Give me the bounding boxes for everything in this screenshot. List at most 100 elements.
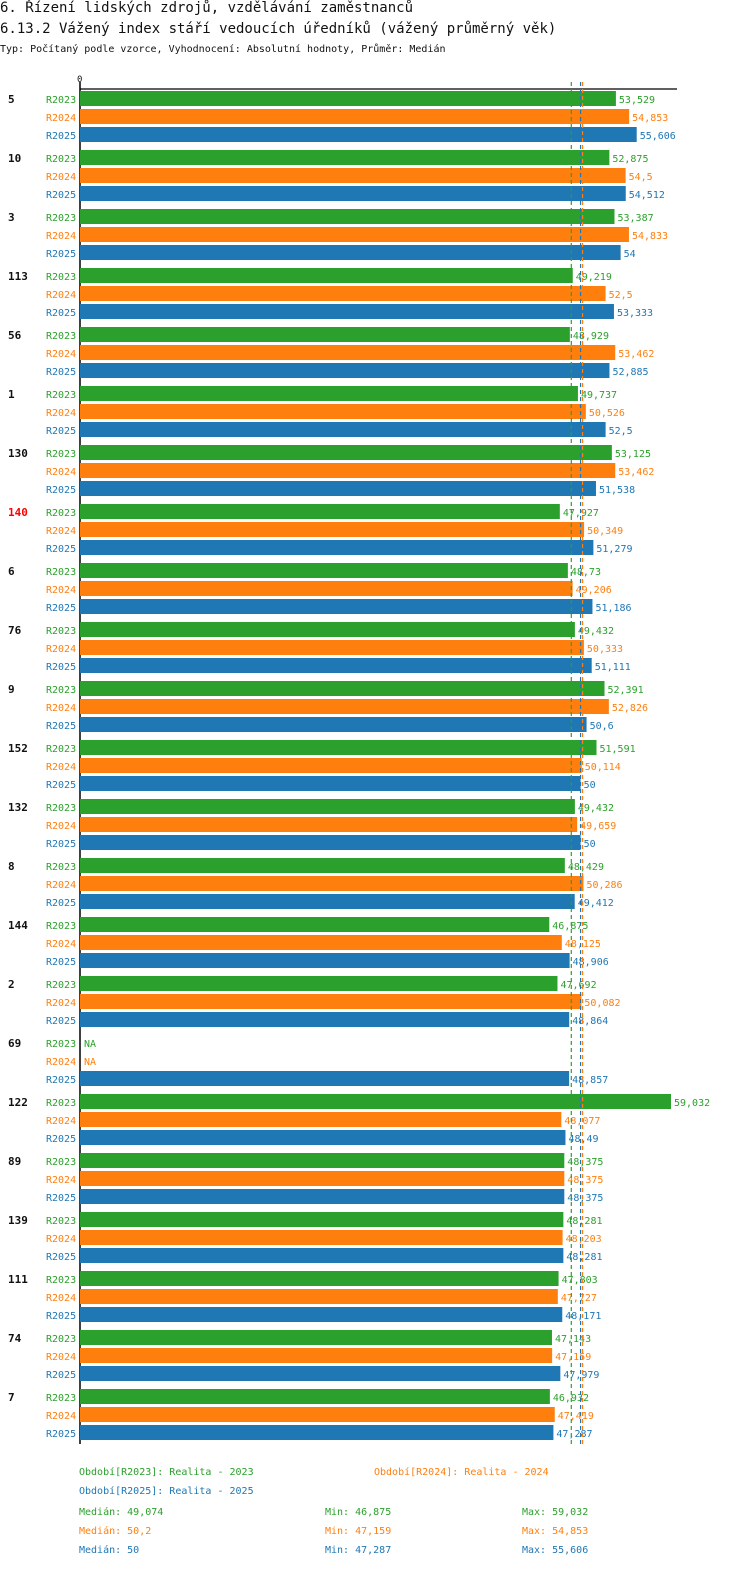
bar-r2023 xyxy=(80,622,575,637)
stat-max: Max: 59,032 xyxy=(522,1507,588,1518)
series-label-r2023: R2023 xyxy=(46,1039,76,1050)
value-label: 50,286 xyxy=(586,880,622,891)
series-label-r2024: R2024 xyxy=(46,703,76,714)
bar-r2023 xyxy=(80,268,573,283)
series-label-r2024: R2024 xyxy=(46,408,76,419)
bar-r2023 xyxy=(80,445,612,460)
value-label: 52,875 xyxy=(612,154,648,165)
bar-r2024 xyxy=(80,758,582,773)
category-label: 144 xyxy=(8,919,28,932)
series-label-r2024: R2024 xyxy=(46,349,76,360)
bar-r2023 xyxy=(80,386,578,401)
value-label: 48,281 xyxy=(566,1252,602,1263)
series-label-r2025: R2025 xyxy=(46,249,76,260)
series-label-r2024: R2024 xyxy=(46,998,76,1009)
series-label-r2025: R2025 xyxy=(46,957,76,968)
series-label-r2023: R2023 xyxy=(46,1334,76,1345)
series-label-r2024: R2024 xyxy=(46,1411,76,1422)
value-label: NA xyxy=(84,1057,96,1068)
bar-r2023 xyxy=(80,858,565,873)
value-label: 51,111 xyxy=(595,662,631,673)
value-label: 50,082 xyxy=(584,998,620,1009)
value-label: 48,857 xyxy=(572,1075,608,1086)
bar-r2024 xyxy=(80,345,616,360)
value-label: 49,432 xyxy=(578,803,614,814)
value-label: 50,333 xyxy=(587,644,623,655)
category-label: 8 xyxy=(8,860,15,873)
category-label: 132 xyxy=(8,801,28,814)
category-label: 56 xyxy=(8,329,22,342)
series-label-r2023: R2023 xyxy=(46,685,76,696)
series-label-r2024: R2024 xyxy=(46,1116,76,1127)
stat-min: Min: 47,159 xyxy=(325,1526,391,1537)
bar-r2024 xyxy=(80,1407,555,1422)
value-label: 52,885 xyxy=(612,367,648,378)
bar-r2024 xyxy=(80,699,609,714)
value-label: NA xyxy=(84,1039,96,1050)
series-label-r2024: R2024 xyxy=(46,113,76,124)
chart-title: 6.13.2 Vážený index stáří vedoucích úřed… xyxy=(0,21,557,37)
bar-r2025 xyxy=(80,1071,570,1086)
value-label: 53,125 xyxy=(615,449,651,460)
bar-r2024 xyxy=(80,168,626,183)
bar-r2025 xyxy=(80,1425,554,1440)
stat-max: Max: 54,853 xyxy=(522,1526,588,1537)
series-label-r2023: R2023 xyxy=(46,744,76,755)
category-label: 113 xyxy=(8,270,28,283)
stat-min: Min: 47,287 xyxy=(325,1545,391,1556)
legend-r2024: Období[R2024]: Realita - 2024 xyxy=(374,1466,549,1478)
category-label: 139 xyxy=(8,1214,28,1227)
value-label: 48,203 xyxy=(566,1234,602,1245)
value-label: 50 xyxy=(584,780,596,791)
bar-r2024 xyxy=(80,286,606,301)
series-label-r2024: R2024 xyxy=(46,762,76,773)
value-label: 48,864 xyxy=(572,1016,608,1027)
series-label-r2024: R2024 xyxy=(46,585,76,596)
bar-r2025 xyxy=(80,717,587,732)
series-label-r2024: R2024 xyxy=(46,467,76,478)
bar-r2023 xyxy=(80,1271,559,1286)
value-label: 49,737 xyxy=(581,390,617,401)
value-label: 51,186 xyxy=(595,603,631,614)
series-label-r2023: R2023 xyxy=(46,154,76,165)
value-label: 49,432 xyxy=(578,626,614,637)
series-label-r2023: R2023 xyxy=(46,980,76,991)
category-label: 69 xyxy=(8,1037,21,1050)
category-label: 89 xyxy=(8,1155,21,1168)
bar-r2024 xyxy=(80,227,629,242)
bar-r2025 xyxy=(80,186,626,201)
value-label: 46,875 xyxy=(552,921,588,932)
stat-median: Medián: 49,074 xyxy=(79,1506,163,1518)
series-label-r2025: R2025 xyxy=(46,190,76,201)
series-label-r2023: R2023 xyxy=(46,95,76,106)
value-label: 51,279 xyxy=(596,544,632,555)
value-label: 52,5 xyxy=(609,290,633,301)
series-label-r2025: R2025 xyxy=(46,485,76,496)
series-label-r2025: R2025 xyxy=(46,780,76,791)
series-label-r2024: R2024 xyxy=(46,526,76,537)
series-label-r2025: R2025 xyxy=(46,1429,76,1440)
category-label: 130 xyxy=(8,447,28,460)
chart-subtitle: Typ: Počítaný podle vzorce, Vyhodnocení:… xyxy=(0,44,446,55)
series-label-r2025: R2025 xyxy=(46,1193,76,1204)
value-label: 53,462 xyxy=(618,349,654,360)
series-label-r2024: R2024 xyxy=(46,821,76,832)
bar-r2025 xyxy=(80,422,606,437)
category-label: 2 xyxy=(8,978,15,991)
series-label-r2023: R2023 xyxy=(46,1098,76,1109)
category-label: 111 xyxy=(8,1273,28,1286)
value-label: 50,6 xyxy=(590,721,614,732)
bar-r2023 xyxy=(80,150,610,165)
bar-r2025 xyxy=(80,481,596,496)
bar-r2024 xyxy=(80,1348,553,1363)
category-label: 10 xyxy=(8,152,21,165)
bar-r2024 xyxy=(80,1171,565,1186)
bar-r2024 xyxy=(80,581,573,596)
bar-r2023 xyxy=(80,976,558,991)
series-label-r2025: R2025 xyxy=(46,367,76,378)
value-label: 51,538 xyxy=(599,485,635,496)
bar-r2023 xyxy=(80,1094,671,1109)
value-label: 47,143 xyxy=(555,1334,591,1345)
series-label-r2024: R2024 xyxy=(46,1057,76,1068)
